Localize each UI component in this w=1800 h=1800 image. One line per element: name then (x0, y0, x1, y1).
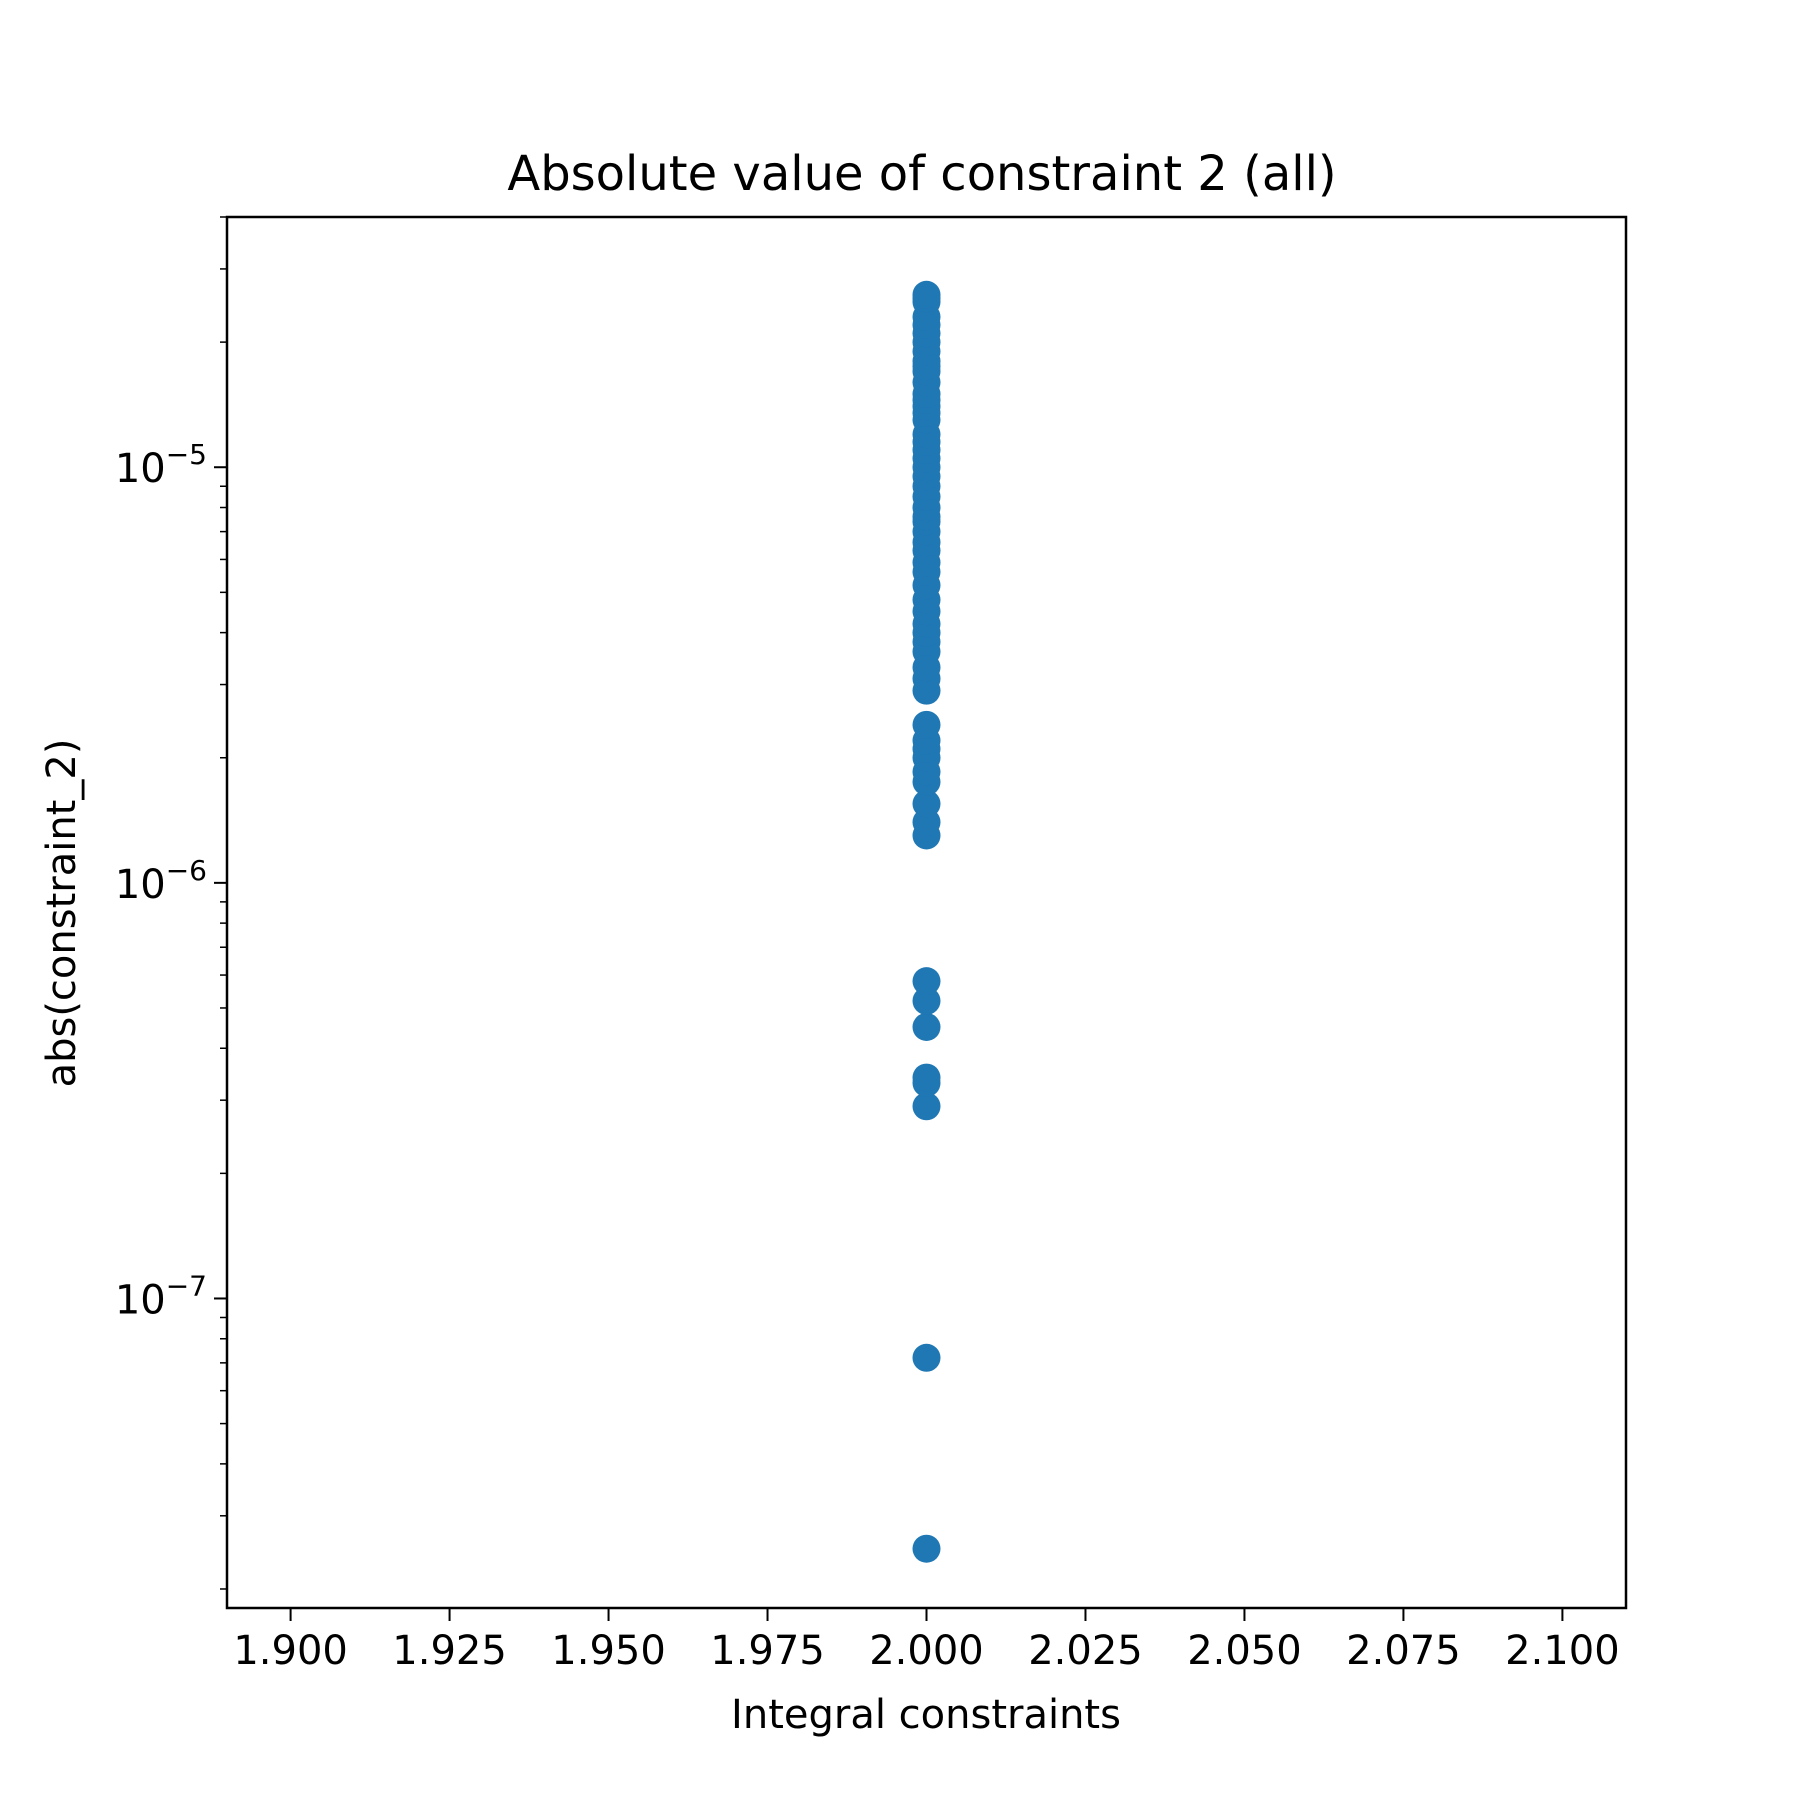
data-point (912, 1534, 941, 1563)
data-point (912, 986, 941, 1015)
data-point (912, 1012, 941, 1041)
x-tick-label: 1.900 (233, 1628, 348, 1674)
plot-area: 1.900 1.925 1.950 1.975 2.000 2.025 2.050 2.075… (115, 215, 1628, 1674)
data-point (912, 1343, 941, 1372)
x-tick-label: 1.975 (710, 1628, 825, 1674)
data-point (912, 280, 941, 309)
data-point (912, 710, 941, 739)
y-tick-label: 10−5 (115, 438, 207, 492)
x-tick-label: 1.925 (392, 1628, 507, 1674)
y-axis-label: abs(constraint_2) (39, 739, 85, 1088)
data-point (912, 789, 941, 818)
x-axis-ticks: 1.900 1.925 1.950 1.975 2.000 2.025 2.050 2.075… (233, 1608, 1620, 1674)
data-point (912, 1092, 941, 1121)
data-points (912, 280, 941, 1563)
data-point (912, 967, 941, 996)
y-axis-ticks: 10−7 10−6 10−5 (115, 216, 227, 1590)
y-tick-label: 10−6 (115, 854, 207, 908)
x-tick-label: 1.950 (551, 1628, 666, 1674)
x-axis-label: Integral constraints (731, 1692, 1121, 1738)
y-tick-label: 10−7 (115, 1269, 207, 1323)
x-tick-label: 2.000 (869, 1628, 984, 1674)
x-tick-label: 2.050 (1187, 1628, 1302, 1674)
x-tick-label: 2.025 (1028, 1628, 1143, 1674)
chart-title: Absolute value of constraint 2 (all) (507, 146, 1336, 202)
x-tick-label: 2.100 (1505, 1628, 1620, 1674)
data-point (912, 1063, 941, 1092)
x-tick-label: 2.075 (1346, 1628, 1461, 1674)
